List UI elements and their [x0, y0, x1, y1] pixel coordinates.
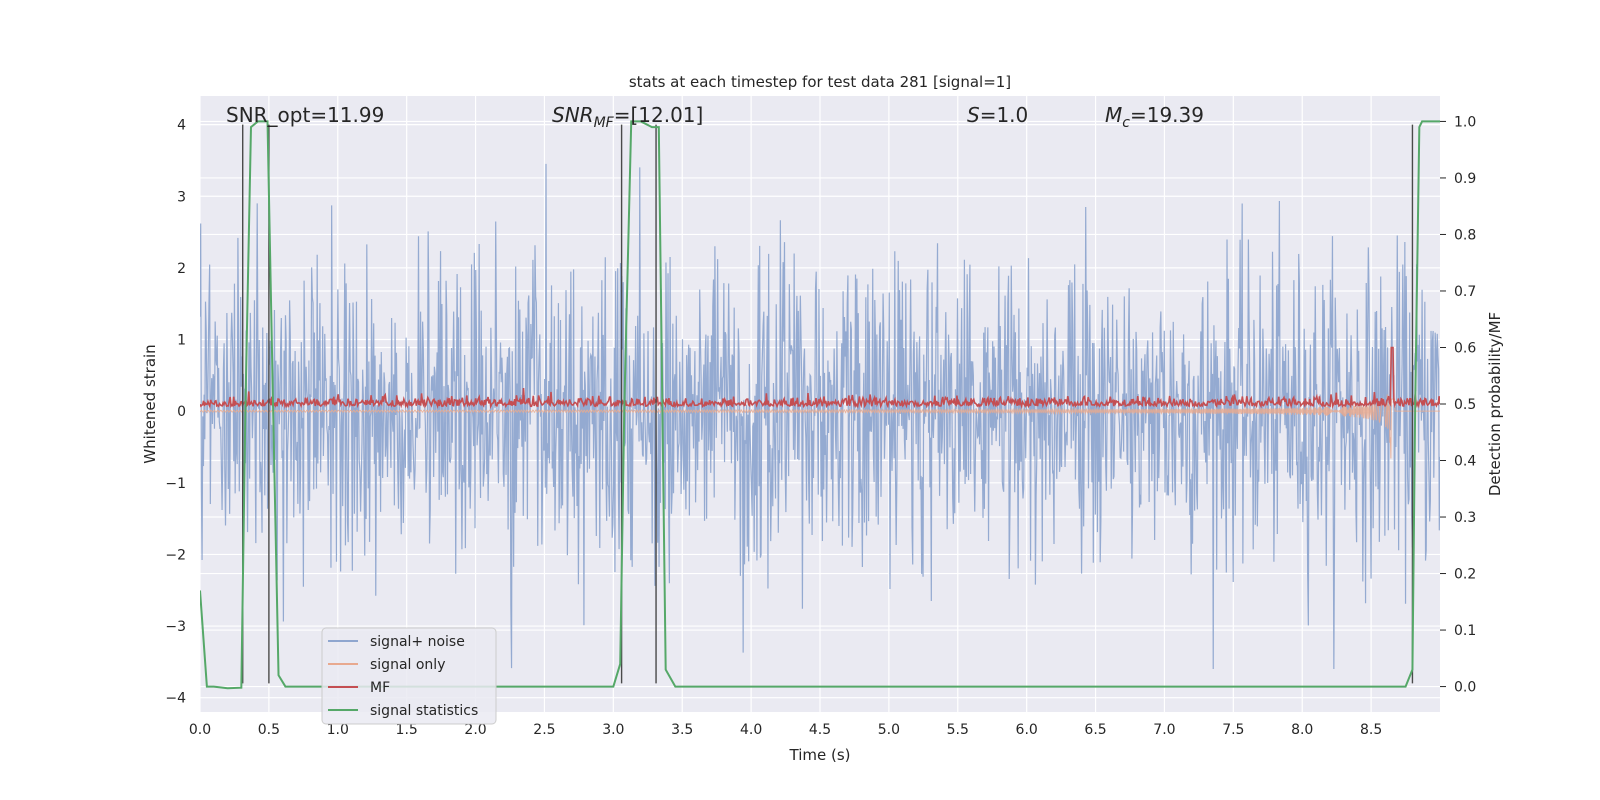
annotation-suffix: =19.39 [1130, 103, 1204, 127]
y2-tick-label: 0.1 [1454, 623, 1476, 639]
series-signal-statistics [200, 120, 1440, 690]
x-tick-label: 4.0 [740, 722, 762, 738]
x-tick-label: 5.5 [947, 722, 969, 738]
series-signal-noise [200, 163, 1440, 670]
annotation-prefix: M [1105, 103, 1122, 127]
annotation-3: Mc=19.39 [1105, 103, 1204, 131]
y2-tick-label: 0.0 [1454, 680, 1476, 696]
x-tick-label: 1.5 [396, 722, 418, 738]
x-axis-label: Time (s) [789, 746, 851, 764]
x-tick-label: 2.0 [464, 722, 486, 738]
series-signal-only [200, 394, 1440, 459]
y2-tick-label: 0.9 [1454, 171, 1476, 187]
annotation-prefix: SNR [552, 103, 594, 127]
legend-box [321, 627, 497, 725]
y-tick-label: 3 [177, 189, 186, 205]
x-tick-label: 6.5 [1084, 722, 1106, 738]
series-signal-noise-line [200, 163, 1440, 670]
x-tick-label: 3.5 [671, 722, 693, 738]
x-tick-label: 0.5 [258, 722, 280, 738]
legend-label-signal-statistics: signal statistics [370, 703, 478, 719]
y2-tick-label: 0.7 [1454, 284, 1476, 300]
y2-tick-label: 0.5 [1454, 397, 1476, 413]
y-axis-label: Whitened strain [141, 344, 159, 463]
x-tick-label: 8.0 [1291, 722, 1313, 738]
y2-tick-label: 0.3 [1454, 510, 1476, 526]
annotation-2: S=1.0 [967, 103, 1028, 127]
series-signal-only-line [200, 394, 1440, 459]
y2-tick-label: 0.4 [1454, 454, 1476, 470]
y-tick-label: −2 [165, 547, 186, 563]
x-axis-ticks: 0.0 0.5 1.0 1.5 2.0 2.5 3.0 3.5 4.0 4.5 5.0 5.5 6.0 6… [189, 722, 1382, 738]
x-tick-label: 8.5 [1360, 722, 1382, 738]
y2-tick-label: 0.2 [1454, 567, 1476, 583]
annotation-prefix: SNR_opt=11.99 [226, 103, 384, 127]
x-tick-label: 7.0 [1153, 722, 1175, 738]
y-tick-label: 4 [177, 118, 186, 134]
x-tick-label: 1.0 [327, 722, 349, 738]
series-mf-line [200, 346, 1440, 410]
legend-label-mf: MF [370, 680, 390, 696]
legend-label-signal-only: signal only [370, 657, 445, 673]
legend-label-signal-noise: signal+ noise [370, 634, 465, 650]
plot-area [200, 120, 1440, 690]
annotations: SNR_opt=11.99 SNRMF=[12.01] S=1.0 Mc=19.39 [226, 103, 1204, 131]
x-tick-label: 6.0 [1016, 722, 1038, 738]
x-tick-label: 3.0 [602, 722, 624, 738]
annotation-1: SNRMF=[12.01] [552, 103, 703, 131]
annotation-prefix: S [967, 103, 980, 127]
y-tick-label: −4 [165, 691, 186, 707]
annotation-0: SNR_opt=11.99 [226, 103, 384, 127]
x-tick-label: 7.5 [1222, 722, 1244, 738]
y2-tick-label: 0.8 [1454, 227, 1476, 243]
x-tick-label: 4.5 [809, 722, 831, 738]
y-axis-ticks: 4 3 2 1 0 −1 −2 −3 −4 [165, 118, 186, 707]
y2-tick-label: 0.6 [1454, 340, 1476, 356]
y-tick-label: −1 [165, 476, 186, 492]
y2-tick-label: 1.0 [1454, 114, 1476, 130]
y2-axis-label: Detection probability/MF [1486, 312, 1504, 496]
legend: signal+ noise signal only MF signal stat… [321, 627, 497, 725]
y-tick-label: 2 [177, 261, 186, 277]
series-signal-statistics-line [200, 120, 1440, 690]
y-tick-label: 0 [177, 404, 186, 420]
chart-title: stats at each timestep for test data 281… [629, 73, 1011, 91]
y-tick-label: 1 [177, 333, 186, 349]
x-tick-label: 5.0 [878, 722, 900, 738]
series-mf [200, 346, 1440, 410]
y2-axis-ticks: 1.0 0.9 0.8 0.7 0.6 0.5 0.4 0.3 0.2 0.1 0.0 [1440, 114, 1476, 696]
annotation-suffix: =1.0 [980, 103, 1029, 127]
annotation-suffix: =[12.01] [614, 103, 704, 127]
x-tick-label: 0.0 [189, 722, 211, 738]
annotation-subscript: MF [594, 115, 615, 131]
annotation-subscript: c [1122, 115, 1130, 131]
x-tick-label: 2.5 [533, 722, 555, 738]
y-tick-label: −3 [165, 619, 186, 635]
